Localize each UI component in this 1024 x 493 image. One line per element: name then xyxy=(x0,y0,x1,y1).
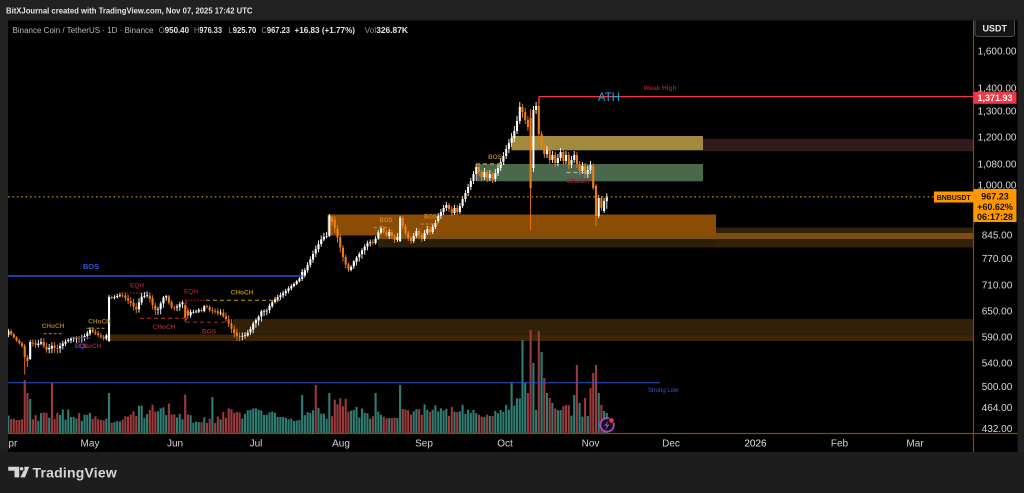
svg-text:Apr: Apr xyxy=(2,439,18,450)
svg-text:CHoCH: CHoCH xyxy=(42,323,65,330)
svg-text:BitXJournal created with Tradi: BitXJournal created with TradingView.com… xyxy=(6,7,253,16)
svg-text:432.00: 432.00 xyxy=(982,424,1013,435)
svg-text:BOS: BOS xyxy=(202,329,217,336)
svg-text:Sep: Sep xyxy=(415,439,433,450)
svg-text:2026: 2026 xyxy=(744,439,767,450)
svg-text:Strong Low: Strong Low xyxy=(648,388,679,394)
svg-text:+16.83 (+1.77%): +16.83 (+1.77%) xyxy=(295,25,356,35)
svg-text:TradingView: TradingView xyxy=(33,465,117,481)
svg-text:O950.40: O950.40 xyxy=(159,25,190,35)
svg-text:1,000.00: 1,000.00 xyxy=(978,181,1017,192)
svg-text:650.00: 650.00 xyxy=(982,307,1013,318)
svg-text:Nov: Nov xyxy=(582,439,600,450)
svg-text:CHoCH: CHoCH xyxy=(153,324,176,331)
svg-text:710.00: 710.00 xyxy=(982,281,1013,292)
svg-text:590.00: 590.00 xyxy=(982,333,1013,344)
svg-text:Aug: Aug xyxy=(332,439,350,450)
svg-text:CHoCH: CHoCH xyxy=(567,178,590,185)
svg-text:USDT: USDT xyxy=(982,24,1007,34)
svg-text:EQL: EQL xyxy=(75,343,88,350)
svg-text:BOS: BOS xyxy=(424,215,437,221)
svg-text:Mar: Mar xyxy=(906,439,924,450)
svg-text:Weak High: Weak High xyxy=(643,85,676,92)
svg-text:CHoCH: CHoCH xyxy=(88,319,111,326)
svg-text:C967.23: C967.23 xyxy=(261,25,290,35)
svg-text:Feb: Feb xyxy=(831,439,849,450)
svg-text:EQH: EQH xyxy=(184,289,198,296)
svg-text:CHoCH: CHoCH xyxy=(231,290,254,297)
svg-text:EQH: EQH xyxy=(130,283,144,290)
svg-text:1,080.00: 1,080.00 xyxy=(978,160,1017,171)
svg-text:CHoCH: CHoCH xyxy=(79,343,102,350)
svg-text:May: May xyxy=(81,439,100,450)
svg-text:464.00: 464.00 xyxy=(982,403,1013,414)
svg-text:500.00: 500.00 xyxy=(982,382,1013,393)
svg-text:845.00: 845.00 xyxy=(982,231,1013,242)
svg-text:06:17:28: 06:17:28 xyxy=(977,212,1013,222)
svg-text:1,400.00: 1,400.00 xyxy=(978,84,1017,95)
svg-text:Vol326.87K: Vol326.87K xyxy=(365,25,409,35)
svg-text:1,600.00: 1,600.00 xyxy=(978,47,1017,58)
svg-text:ATH: ATH xyxy=(598,92,620,104)
svg-text:Jul: Jul xyxy=(250,439,263,450)
svg-text:770.00: 770.00 xyxy=(982,254,1013,265)
svg-text:Binance Coin / TetherUS · 1D ·: Binance Coin / TetherUS · 1D · Binance xyxy=(13,25,154,35)
svg-text:967.23: 967.23 xyxy=(981,192,1009,202)
svg-text:H976.33: H976.33 xyxy=(194,25,222,35)
svg-text:540.00: 540.00 xyxy=(982,359,1013,370)
svg-text:Jun: Jun xyxy=(167,439,183,450)
svg-text:Dec: Dec xyxy=(662,439,680,450)
svg-text:Oct: Oct xyxy=(497,439,513,450)
svg-text:1,300.00: 1,300.00 xyxy=(978,107,1017,118)
svg-text:L925.70: L925.70 xyxy=(228,25,256,35)
svg-text:BOS: BOS xyxy=(488,154,503,161)
svg-text:1,371.93: 1,371.93 xyxy=(977,93,1012,103)
svg-text:BOS: BOS xyxy=(83,262,99,271)
svg-text:1,200.00: 1,200.00 xyxy=(978,133,1017,144)
svg-text:+60.62%: +60.62% xyxy=(977,202,1013,212)
svg-text:BOS: BOS xyxy=(379,218,392,224)
svg-text:BNBUSDT: BNBUSDT xyxy=(937,193,971,202)
